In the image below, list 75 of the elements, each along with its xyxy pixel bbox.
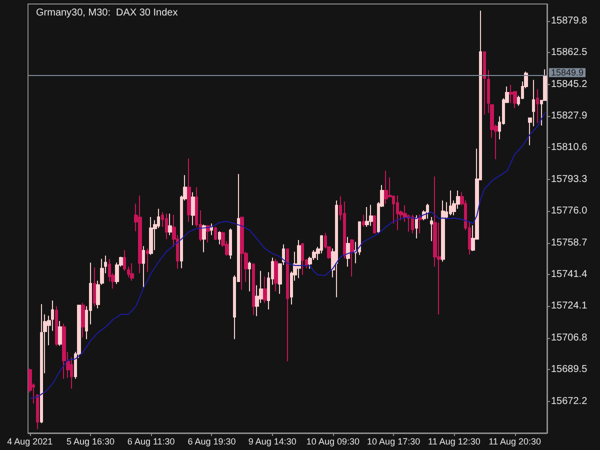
candlestick xyxy=(369,204,373,226)
candlestick xyxy=(418,214,422,234)
candlestick xyxy=(62,323,66,380)
candlestick xyxy=(168,213,172,236)
candlestick xyxy=(93,267,96,307)
y-tick-label: 15672.2 xyxy=(551,396,588,407)
candlestick xyxy=(252,262,255,316)
candlestick xyxy=(297,240,301,279)
y-tick-label: 15845.2 xyxy=(551,78,588,90)
candlestick xyxy=(411,214,414,234)
candlestick xyxy=(430,216,433,242)
candlestick xyxy=(274,258,278,292)
candlestick xyxy=(384,170,388,204)
y-tick-label: 15862.5 xyxy=(551,47,588,58)
y-tick-label: 15810.6 xyxy=(551,142,588,154)
candlestick xyxy=(449,190,452,216)
candlestick xyxy=(142,246,145,288)
y-tick-label: 15706.8 xyxy=(551,332,588,344)
candlestick xyxy=(536,88,539,124)
candlestick xyxy=(123,250,126,272)
x-tick-label: 11 Aug 12:30 xyxy=(428,436,480,446)
candlestick xyxy=(263,276,267,304)
candlestick xyxy=(335,200,338,298)
candlestick xyxy=(426,203,429,220)
candlestick xyxy=(191,192,195,226)
candlestick xyxy=(240,216,244,290)
candlestick xyxy=(127,266,130,278)
y-tick-label: 15879.8 xyxy=(551,15,588,26)
candlestick xyxy=(130,262,134,282)
candlestick xyxy=(214,226,217,241)
candlestick xyxy=(165,213,168,240)
candlestick xyxy=(373,214,376,234)
candlestick xyxy=(202,224,206,253)
candlestick xyxy=(138,195,142,274)
candlestick xyxy=(218,230,221,245)
candlestick xyxy=(441,200,445,262)
candlestick xyxy=(149,216,153,256)
x-tick-label: 11 Aug 20:30 xyxy=(488,436,541,446)
y-tick-label: 15827.9 xyxy=(551,110,588,122)
candlestick xyxy=(58,320,62,346)
candlestick xyxy=(187,158,191,222)
candlestick xyxy=(509,84,513,104)
candlestick xyxy=(210,223,213,236)
candlestick xyxy=(365,206,369,228)
y-tick-label: 15724.1 xyxy=(551,300,588,312)
candlestick xyxy=(40,304,43,424)
candlestick xyxy=(415,214,418,239)
ref-line-label: 15849.9 xyxy=(551,68,584,78)
candlestick xyxy=(350,238,354,277)
candlestick xyxy=(146,248,149,273)
y-tick-label: 15793.3 xyxy=(551,174,588,185)
y-tick-label: 15741.4 xyxy=(551,268,588,280)
candlestick xyxy=(248,261,251,292)
candlestick xyxy=(483,51,486,116)
line-series xyxy=(29,112,546,400)
y-tick-label: 15776.0 xyxy=(551,206,588,217)
candlestick xyxy=(396,195,399,231)
candlestick xyxy=(286,248,289,362)
candlestick xyxy=(229,228,232,260)
candlestick xyxy=(55,306,58,346)
candlestick xyxy=(362,214,365,228)
y-tick-label: 15689.5 xyxy=(551,364,588,376)
candlestick xyxy=(36,394,39,430)
candlestick xyxy=(301,243,304,276)
x-tick-label: 6 Aug 11:30 xyxy=(127,436,175,446)
candlestick xyxy=(346,236,350,268)
x-tick-label: 5 Aug 16:30 xyxy=(66,436,115,446)
y-tick-label: 15758.7 xyxy=(551,237,588,248)
x-tick-label: 10 Aug 09:30 xyxy=(306,436,360,446)
chart-title: Grmany30, M30: DAX 30 Index xyxy=(36,8,178,18)
candlestick xyxy=(81,302,85,338)
x-tick-label: 9 Aug 14:30 xyxy=(248,436,296,446)
x-tick-label: 10 Aug 17:30 xyxy=(367,436,420,446)
x-tick-label: 6 Aug 19:30 xyxy=(188,436,236,446)
x-tick-label: 4 Aug 2021 xyxy=(7,436,53,446)
